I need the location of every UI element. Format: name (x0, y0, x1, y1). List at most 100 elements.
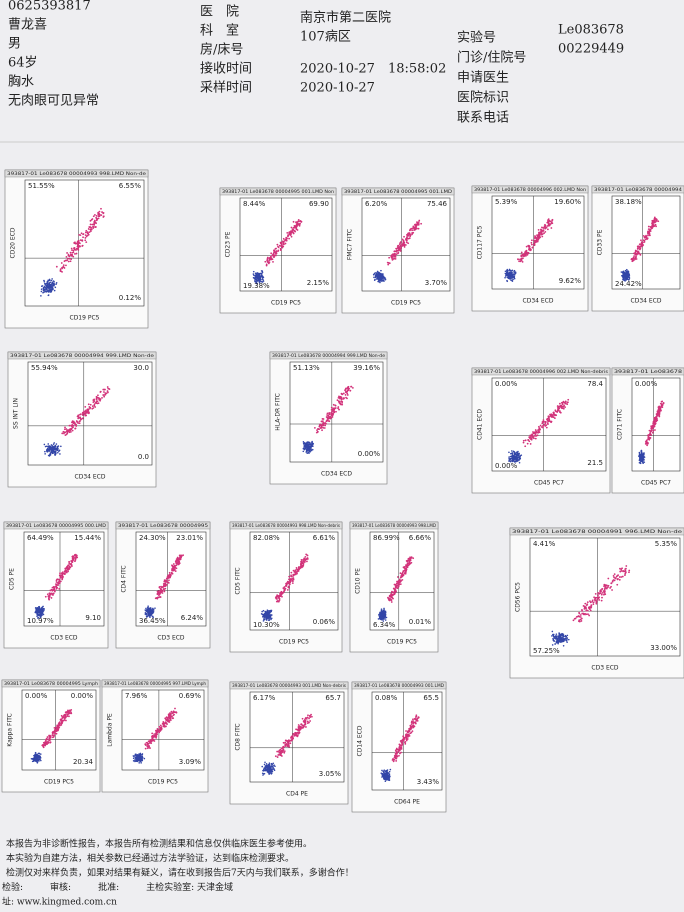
cell-dot (60, 714, 63, 717)
cell-dot (562, 401, 564, 404)
cell-dot (281, 595, 283, 598)
cell-dot (387, 262, 390, 264)
cell-dot (85, 414, 88, 417)
cell-dot (86, 411, 89, 414)
cell-dot (379, 273, 382, 275)
cell-dot (640, 243, 643, 246)
cell-dot (257, 273, 260, 275)
cell-dot (537, 235, 540, 238)
cell-dot (567, 398, 570, 401)
quadrant-percent: 21.5 (587, 459, 603, 467)
cell-dot (555, 637, 558, 639)
cell-dot (538, 431, 541, 434)
cell-dot (300, 562, 303, 565)
cell-dot (300, 558, 303, 561)
cell-dot (566, 638, 568, 640)
cell-dot (526, 251, 529, 254)
cell-dot (84, 234, 87, 237)
patient-info: 曹龙喜 (8, 18, 47, 33)
cell-dot (416, 221, 418, 224)
cell-dot (384, 617, 387, 619)
field-value: 107病区 (300, 30, 351, 45)
cell-dot (67, 564, 70, 567)
y-axis-label: SS INT LIN (13, 398, 20, 429)
cell-dot (152, 607, 154, 610)
cell-dot (381, 277, 384, 280)
cell-dot (69, 260, 72, 263)
cell-dot (42, 291, 44, 294)
quadrant-percent: 10.30% (253, 621, 280, 629)
x-axis-label: CD34 ECD (631, 298, 662, 305)
cell-dot (624, 275, 627, 278)
cell-dot (511, 277, 513, 279)
cell-dot (64, 714, 67, 716)
cell-dot (154, 607, 156, 609)
cell-dot (420, 222, 423, 225)
cell-dot (269, 615, 272, 618)
cell-dot (147, 613, 150, 615)
cell-dot (267, 261, 270, 264)
cell-dot (47, 282, 49, 284)
cell-dot (402, 566, 405, 569)
cell-dot (84, 405, 87, 408)
cell-dot (383, 607, 385, 610)
cell-dot (66, 713, 69, 716)
cell-dot (67, 429, 69, 431)
cell-dot (71, 421, 73, 424)
cell-dot (529, 249, 532, 252)
cell-dot (102, 215, 105, 218)
quadrant-percent: 51.55% (28, 182, 55, 190)
cell-dot (59, 270, 62, 272)
cell-dot (542, 230, 544, 233)
plot-header (269, 351, 388, 360)
plot-header (219, 187, 337, 196)
cell-dot (540, 233, 542, 236)
cell-dot (380, 269, 382, 272)
cell-dot (333, 407, 335, 410)
cell-dot (560, 640, 562, 643)
cell-dot (404, 571, 407, 574)
cell-dot (290, 578, 293, 581)
cell-dot (545, 426, 548, 429)
cell-dot (655, 219, 658, 222)
cell-dot (99, 390, 102, 393)
cell-dot (55, 730, 58, 733)
cell-dot (636, 248, 639, 250)
cell-dot (87, 408, 89, 411)
cell-dot (75, 252, 78, 255)
cell-dot (522, 439, 525, 442)
flow-plot: 393817-01 Le083678 00004994 999.LMD Non-… (269, 351, 388, 485)
cell-dot (70, 560, 73, 562)
cell-dot (51, 593, 54, 596)
cell-dot (307, 441, 309, 443)
cell-dot (533, 239, 536, 242)
patient-info: 0625393817 (8, 0, 91, 14)
cell-dot (263, 616, 266, 618)
cell-dot (161, 590, 164, 592)
cell-dot (98, 210, 101, 213)
cell-dot (134, 757, 137, 759)
cell-dot (95, 397, 98, 399)
cell-dot (379, 618, 382, 621)
cell-dot (654, 217, 657, 220)
cell-dot (414, 224, 417, 227)
cell-dot (640, 245, 643, 248)
cell-dot (299, 222, 301, 225)
cell-dot (53, 281, 55, 283)
cell-dot (80, 232, 83, 235)
cell-dot (156, 593, 159, 596)
cell-dot (43, 443, 46, 446)
quadrant-percent: 78.4 (587, 380, 603, 388)
cell-dot (46, 593, 49, 596)
cell-dot (286, 231, 289, 234)
cell-dot (55, 581, 58, 583)
cell-dot (510, 275, 513, 278)
cell-dot (104, 392, 107, 395)
cell-dot (552, 635, 555, 638)
cell-dot (89, 407, 91, 410)
cell-dot (512, 273, 515, 276)
cell-dot (655, 413, 658, 415)
cell-dot (306, 452, 309, 455)
cell-dot (396, 584, 399, 587)
